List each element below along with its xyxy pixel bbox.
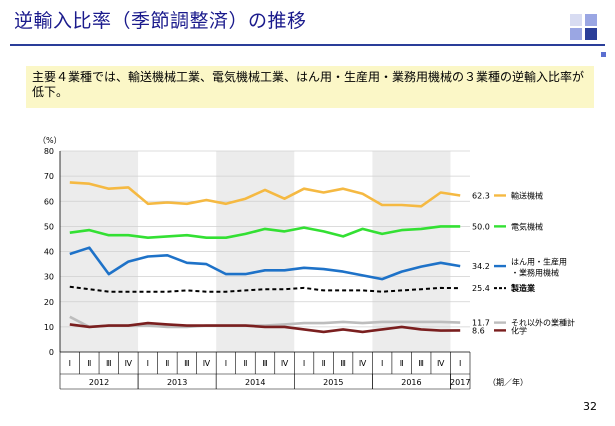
legend-label: 輸送機械 bbox=[511, 190, 543, 200]
y-tick-label: 40 bbox=[44, 248, 54, 257]
x-year-label: 2014 bbox=[245, 378, 265, 387]
legend-label: 製造業 bbox=[510, 283, 536, 293]
series-line bbox=[69, 181, 461, 208]
series-line bbox=[69, 285, 461, 293]
title-underline-dot bbox=[601, 52, 606, 57]
legend-label: はん用・生産用 bbox=[511, 257, 567, 267]
x-year-label: 2017 bbox=[450, 378, 470, 387]
series-end-value-label: 8.6 bbox=[472, 326, 485, 335]
y-tick-label: 30 bbox=[44, 273, 54, 282]
series-line bbox=[69, 225, 461, 239]
series-end-value-label: 25.4 bbox=[472, 284, 490, 293]
y-tick-label: 0 bbox=[49, 348, 54, 357]
x-tick-label: Ⅱ bbox=[87, 359, 91, 368]
x-tick-label: Ⅰ bbox=[381, 359, 383, 368]
legend-label: 電気機械 bbox=[511, 221, 543, 231]
x-tick-label: Ⅱ bbox=[244, 359, 248, 368]
x-tick-label: Ⅲ bbox=[106, 359, 112, 368]
legend-label: それ以外の業種計 bbox=[511, 318, 575, 328]
y-tick-label: 60 bbox=[44, 197, 54, 206]
x-tick-label: Ⅱ bbox=[400, 359, 404, 368]
series-line bbox=[69, 321, 461, 334]
series-end-value-label: 50.0 bbox=[472, 222, 490, 231]
x-tick-label: Ⅰ bbox=[69, 359, 71, 368]
x-tick-label: Ⅲ bbox=[262, 359, 268, 368]
series-end-value-label: 11.7 bbox=[472, 319, 490, 328]
title-decoration-square bbox=[570, 28, 582, 40]
y-tick-label: 70 bbox=[44, 172, 54, 181]
page-title: 逆輸入比率（季節調整済）の推移 bbox=[14, 10, 307, 32]
title-underline bbox=[10, 44, 605, 46]
x-tick-label: Ⅳ bbox=[125, 359, 133, 368]
title-decoration-square bbox=[585, 28, 597, 40]
x-tick-label: Ⅳ bbox=[281, 359, 289, 368]
x-year-label: 2015 bbox=[323, 378, 343, 387]
legend-label: 化学 bbox=[511, 325, 527, 335]
series-end-value-label: 34.2 bbox=[472, 262, 490, 271]
x-year-label: 2016 bbox=[401, 378, 421, 387]
y-tick-label: 80 bbox=[44, 147, 54, 156]
x-axis-unit-label: （期／年） bbox=[488, 377, 528, 387]
x-tick-label: Ⅰ bbox=[459, 359, 461, 368]
x-year-label: 2013 bbox=[167, 378, 187, 387]
y-tick-label: 50 bbox=[44, 222, 54, 231]
title-decoration-square bbox=[570, 14, 582, 26]
legend-label: ・業務用機械 bbox=[511, 268, 559, 278]
x-tick-label: Ⅲ bbox=[340, 359, 346, 368]
x-tick-label: Ⅰ bbox=[303, 359, 305, 368]
x-tick-label: Ⅲ bbox=[184, 359, 190, 368]
title-decoration-square bbox=[585, 14, 597, 26]
x-tick-label: Ⅲ bbox=[418, 359, 424, 368]
x-tick-label: Ⅳ bbox=[359, 359, 367, 368]
x-tick-label: Ⅱ bbox=[165, 359, 169, 368]
series-line bbox=[69, 246, 461, 281]
x-tick-label: Ⅰ bbox=[147, 359, 149, 368]
y-axis-label: （%） bbox=[38, 136, 62, 145]
x-tick-label: Ⅱ bbox=[322, 359, 326, 368]
y-tick-label: 10 bbox=[44, 323, 54, 332]
x-year-label: 2012 bbox=[89, 378, 109, 387]
series-end-value-label: 62.3 bbox=[472, 191, 490, 200]
y-tick-label: 20 bbox=[44, 298, 54, 307]
page-number: 32 bbox=[583, 400, 597, 413]
x-tick-label: Ⅳ bbox=[203, 359, 211, 368]
summary-box: 主要４業種では、輸送機械工業、電気機械工業、はん用・生産用・業務用機械の３業種の… bbox=[26, 66, 594, 108]
x-tick-label: Ⅰ bbox=[225, 359, 227, 368]
x-tick-label: Ⅳ bbox=[437, 359, 445, 368]
